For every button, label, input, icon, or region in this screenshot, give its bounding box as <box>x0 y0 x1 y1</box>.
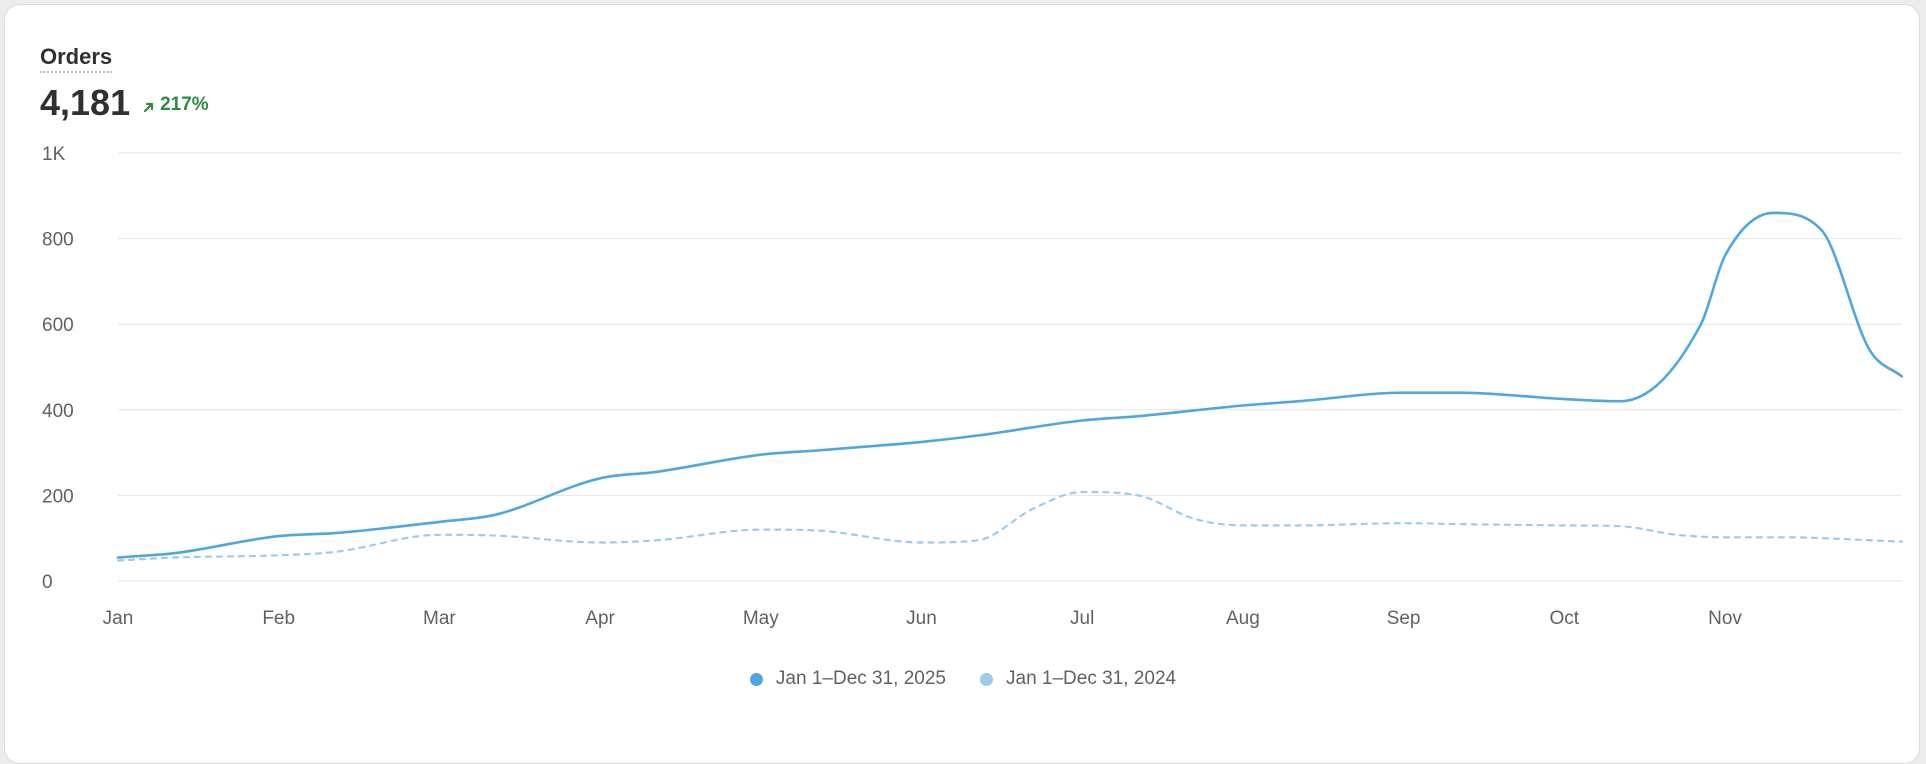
x-tick-label: Nov <box>1708 608 1742 629</box>
orders-card: Orders 4,181 217% <box>4 4 1920 764</box>
y-tick-label: 1K <box>42 144 66 165</box>
x-tick-label: Feb <box>262 608 295 629</box>
orders-total: 4,181 <box>40 82 131 123</box>
x-tick-label: May <box>743 608 779 629</box>
x-tick-label: Oct <box>1550 608 1580 629</box>
series-line-2025 <box>116 211 1904 559</box>
y-tick-label: 800 <box>42 230 74 251</box>
legend-dot-previous <box>980 672 993 686</box>
x-tick-label: Aug <box>1226 608 1260 629</box>
y-tick-label: 0 <box>42 572 53 593</box>
x-tick-label: Sep <box>1387 608 1421 629</box>
orders-line-chart: 0 200 400 600 800 1K Jan Feb Mar Apr May Jun Jul Aug S… <box>42 144 1904 629</box>
legend-label-previous: Jan 1–Dec 31, 2024 <box>1006 668 1177 689</box>
series-line-2024 <box>116 490 1903 562</box>
legend-item-previous[interactable]: Jan 1–Dec 31, 2024 <box>980 668 1176 690</box>
x-tick-label: Mar <box>423 608 456 629</box>
arrow-up-right-icon <box>142 98 156 113</box>
x-tick-label: Jan <box>103 608 134 629</box>
delta-value: 217% <box>160 94 209 115</box>
y-tick-label: 600 <box>42 315 74 336</box>
x-tick-label: Jun <box>906 608 937 629</box>
chart-legend: Jan 1–Dec 31, 2025 Jan 1–Dec 31, 2024 <box>0 668 1926 690</box>
total-row: 4,181 217% <box>40 81 209 125</box>
legend-dot-current <box>749 672 763 686</box>
x-tick-label: Jul <box>1070 608 1094 629</box>
x-tick-label: Apr <box>585 608 615 629</box>
card-title[interactable]: Orders <box>40 45 113 73</box>
legend-label-current: Jan 1–Dec 31, 2025 <box>775 668 946 689</box>
y-tick-label: 200 <box>42 486 74 507</box>
delta-badge: 217% <box>142 94 209 116</box>
legend-item-current[interactable]: Jan 1–Dec 31, 2025 <box>749 668 946 690</box>
y-tick-label: 400 <box>42 401 74 422</box>
